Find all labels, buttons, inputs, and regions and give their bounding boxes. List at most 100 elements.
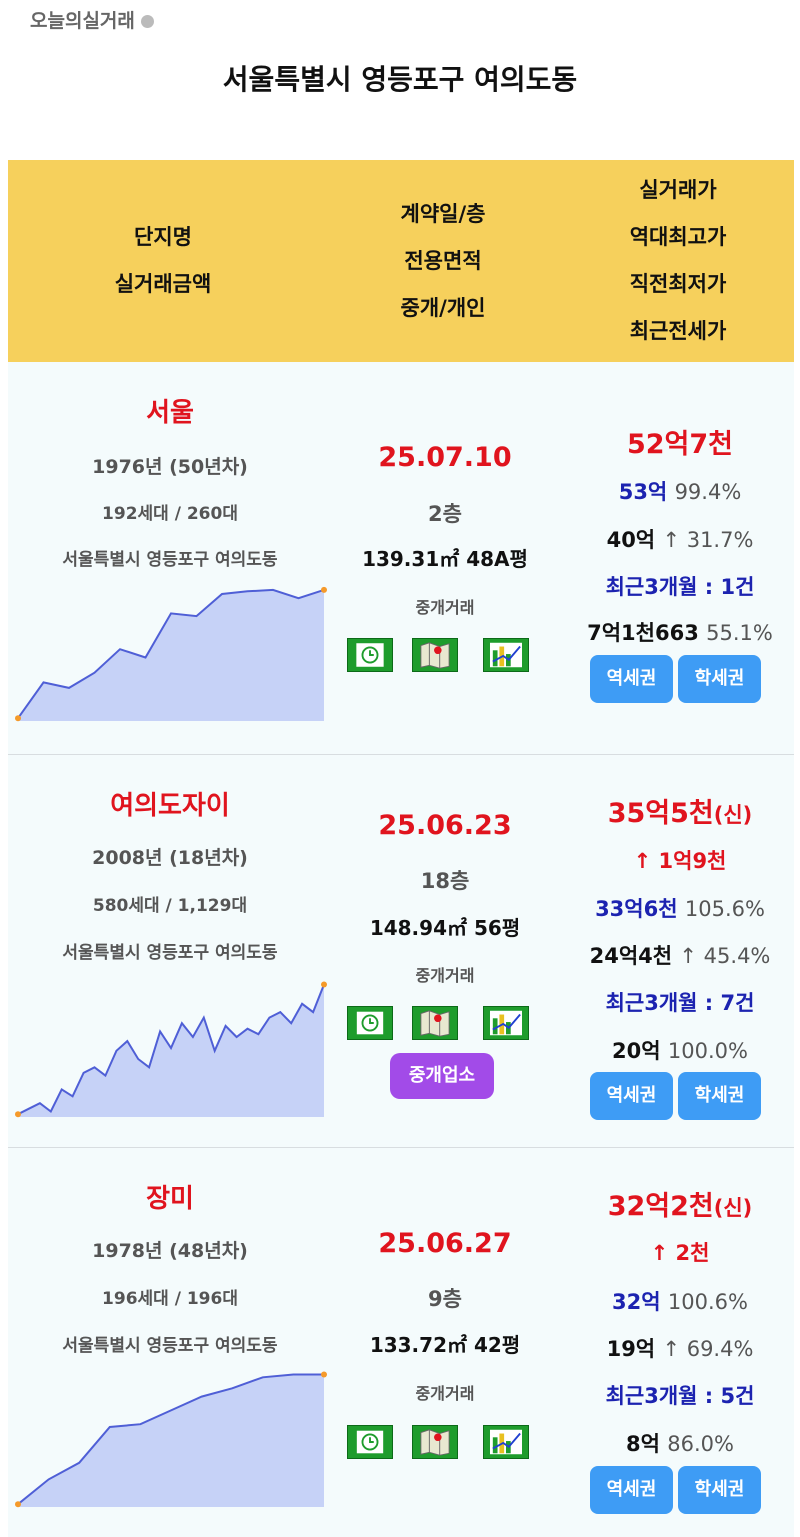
- clock-icon[interactable]: [347, 638, 393, 672]
- price-change: ↑ 2천: [650, 1241, 710, 1265]
- recent-count: 최근3개월 : 5건: [605, 1384, 755, 1408]
- trend-area: [18, 1374, 324, 1507]
- school-area-button[interactable]: 학세권: [678, 1466, 761, 1514]
- contract-date: 25.06.27: [378, 1228, 512, 1259]
- all-time-high: 53억 99.4%: [568, 476, 792, 506]
- high-amount: 33억6천: [595, 897, 678, 921]
- header-label: 역대최고가: [629, 225, 727, 249]
- households: 196세대 / 196대: [102, 1289, 238, 1309]
- header-col-complex: 단지명 실거래금액: [68, 160, 258, 362]
- chart-icon[interactable]: [483, 1006, 529, 1040]
- built-year: 2008년 (18년차): [92, 847, 248, 869]
- trade-price: 32억2천(신): [580, 1184, 780, 1223]
- jeonse-amount: 8억: [626, 1432, 660, 1456]
- jeonse-amount: 7억1천663: [587, 621, 699, 645]
- header-label: 단지명: [134, 225, 192, 249]
- header-label: 최근전세가: [629, 319, 727, 343]
- price-value: 32억2천: [607, 1191, 714, 1222]
- households: 192세대 / 260대: [102, 504, 238, 524]
- header-label: 실거래가: [639, 178, 717, 202]
- header-label: 직전최저가: [629, 272, 727, 296]
- floor: 18층: [420, 869, 470, 893]
- jeonse-amount: 20억: [612, 1039, 661, 1063]
- area: 148.94㎡ 56평: [369, 916, 521, 940]
- low-ratio: ↑ 31.7%: [662, 528, 754, 552]
- address: 서울특별시 영등포구 여의도동: [62, 1336, 278, 1356]
- clock-icon[interactable]: [347, 1425, 393, 1459]
- trend-point: [15, 1111, 21, 1118]
- price-trend-chart: [15, 1371, 327, 1508]
- previous-low: 24억4천 ↑ 45.4%: [568, 940, 792, 970]
- low-ratio: ↑ 69.4%: [662, 1337, 754, 1361]
- table-row[interactable]: 장미 1978년 (48년차) 196세대 / 196대 서울특별시 영등포구 …: [8, 1148, 794, 1537]
- header-label: 실거래금액: [114, 272, 212, 296]
- table-row[interactable]: 여의도자이 2008년 (18년차) 580세대 / 1,129대 서울특별시 …: [8, 755, 794, 1148]
- trend-line: [17, 588, 325, 719]
- built-year: 1978년 (48년차): [92, 1240, 248, 1262]
- recent-count: 최근3개월 : 7건: [605, 991, 755, 1015]
- floor: 9층: [428, 1287, 462, 1311]
- address: 서울특별시 영등포구 여의도동: [62, 550, 278, 570]
- trade-type: 중개거래: [415, 966, 475, 985]
- high-ratio: 105.6%: [684, 897, 765, 921]
- trade-type: 중개거래: [415, 1384, 475, 1403]
- contract-date: 25.06.23: [378, 810, 512, 841]
- all-time-high: 32억 100.6%: [568, 1286, 792, 1316]
- trend-point: [321, 586, 327, 593]
- page-title: 서울특별시 영등포구 여의도동: [222, 63, 578, 96]
- table-row[interactable]: 서울 1976년 (50년차) 192세대 / 260대 서울특별시 영등포구 …: [8, 362, 794, 755]
- previous-low: 19억 ↑ 69.4%: [568, 1333, 792, 1363]
- trade-type: 중개거래: [415, 598, 475, 617]
- price-value: 52억7천: [626, 429, 734, 460]
- high-amount: 32억: [612, 1290, 661, 1314]
- area: 139.31㎡ 48A평: [362, 547, 528, 571]
- price-trend-chart: [15, 981, 327, 1118]
- trend-line: [17, 1373, 324, 1505]
- low-amount: 19억: [606, 1337, 656, 1361]
- map-icon[interactable]: [412, 1006, 458, 1040]
- all-time-high: 33억6천 105.6%: [568, 893, 792, 923]
- trend-area: [18, 984, 324, 1117]
- jeonse-ratio: 100.0%: [667, 1039, 748, 1063]
- low-amount: 40억: [606, 528, 656, 552]
- area: 133.72㎡ 42평: [369, 1333, 521, 1357]
- station-area-button[interactable]: 역세권: [590, 1072, 673, 1120]
- trend-point: [15, 1501, 21, 1508]
- trend-point: [321, 1371, 327, 1378]
- complex-name[interactable]: 장미: [146, 1184, 194, 1214]
- high-ratio: 99.4%: [674, 480, 742, 504]
- trend-point: [15, 715, 21, 722]
- complex-name[interactable]: 서울: [146, 398, 194, 428]
- school-area-button[interactable]: 학세권: [678, 1072, 761, 1120]
- header-label: 계약일/층: [400, 201, 486, 226]
- jeonse-ratio: 55.1%: [706, 621, 773, 645]
- high-ratio: 100.6%: [667, 1290, 748, 1314]
- station-area-button[interactable]: 역세권: [590, 655, 673, 703]
- low-amount: 24억4천: [589, 944, 673, 968]
- trend-point: [321, 981, 327, 988]
- address: 서울특별시 영등포구 여의도동: [62, 943, 278, 963]
- table-header: 단지명 실거래금액 계약일/층 전용면적 중개/개인 실거래가 역대최고가 직전…: [8, 160, 794, 362]
- high-amount: 53억: [618, 480, 668, 504]
- status-dot-icon: [140, 15, 154, 28]
- header-label: 전용면적: [404, 248, 482, 273]
- chart-icon[interactable]: [483, 638, 529, 672]
- price-value: 35억5천: [607, 798, 714, 829]
- header-col-contract: 계약일/층 전용면적 중개/개인: [348, 160, 538, 362]
- clock-icon[interactable]: [347, 1006, 393, 1040]
- header-col-price: 실거래가 역대최고가 직전최저가 최근전세가: [583, 160, 773, 362]
- contract-date: 25.07.10: [378, 442, 512, 473]
- households: 580세대 / 1,129대: [92, 896, 248, 916]
- trade-price: 52억7천: [580, 422, 780, 461]
- brand-text: 오늘의실거래: [30, 10, 135, 32]
- map-icon[interactable]: [412, 1425, 458, 1459]
- station-area-button[interactable]: 역세권: [590, 1466, 673, 1514]
- broker-office-button[interactable]: 중개업소: [390, 1053, 494, 1099]
- built-year: 1976년 (50년차): [92, 456, 248, 478]
- school-area-button[interactable]: 학세권: [678, 655, 761, 703]
- map-icon[interactable]: [412, 638, 458, 672]
- complex-name[interactable]: 여의도자이: [110, 791, 230, 821]
- jeonse-ratio: 86.0%: [667, 1432, 734, 1456]
- trend-area: [18, 589, 324, 721]
- chart-icon[interactable]: [483, 1425, 529, 1459]
